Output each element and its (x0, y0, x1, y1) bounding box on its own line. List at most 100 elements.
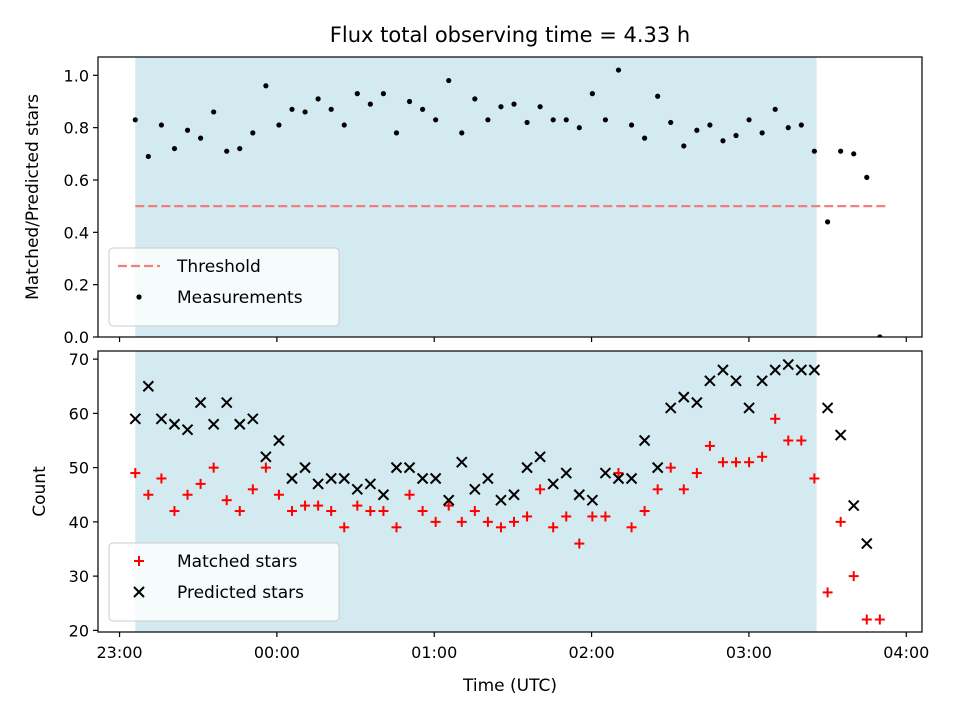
count-point-1-55 (848, 499, 860, 512)
count-point-1-25 (456, 456, 468, 468)
count-point-0-25 (456, 516, 467, 527)
ratio-point-0-40 (655, 93, 661, 99)
ratio-point-0-25 (459, 130, 465, 136)
count-point-1-35-b (586, 494, 599, 506)
count-point-1-18-b (364, 478, 377, 490)
count-point-1-31 (534, 451, 546, 463)
count-point-1-16-b (338, 472, 350, 485)
count-point-0-9 (247, 484, 258, 495)
ratio-point-0-38 (628, 122, 635, 128)
count-point-1-49-b (769, 364, 781, 376)
count-point-1-21 (403, 461, 416, 474)
count-point-1-27-b (482, 472, 494, 485)
ratio-point-0-43 (694, 127, 700, 133)
count-point-0-56 (861, 614, 872, 625)
count-point-1-22 (416, 472, 429, 485)
count-point-1-55-b (848, 499, 860, 512)
count-point-0-30 (522, 511, 533, 522)
count-point-1-7 (220, 396, 233, 409)
count-point-1-53 (821, 402, 834, 414)
count-y-tick-label-4: 60 (69, 404, 89, 423)
count-point-1-30-b (521, 461, 533, 474)
ratio-point-0-17 (354, 91, 360, 97)
count-point-0-51 (796, 435, 807, 446)
ratio-point-0-2 (158, 122, 165, 128)
ratio-point-0-16 (341, 122, 347, 128)
count-point-0-17 (352, 500, 363, 511)
ratio-y-axis-label: Matched/Predicted stars (23, 94, 43, 300)
count-point-0-40 (652, 484, 663, 495)
count-point-1-1 (142, 380, 155, 392)
count-point-1-5-b (194, 396, 207, 409)
count-point-0-8 (234, 506, 245, 517)
ratio-point-0-18 (367, 101, 373, 107)
count-point-0-28 (495, 522, 506, 533)
count-point-1-15 (325, 472, 337, 485)
ratio-point-0-34 (576, 125, 582, 131)
count-point-0-26 (469, 506, 480, 517)
count-point-1-48 (756, 375, 768, 387)
count-point-1-6 (207, 418, 220, 430)
ratio-point-0-4 (184, 127, 191, 133)
count-point-1-37-b (612, 472, 625, 485)
count-point-1-47 (743, 402, 755, 414)
count-point-1-48-b (756, 375, 768, 387)
ratio-point-0-49 (772, 106, 778, 112)
ratio-point-0-44 (707, 122, 713, 128)
ratio-point-0-36 (602, 117, 609, 123)
ratio-point-0-27 (485, 117, 491, 123)
count-point-1-44-b (704, 375, 716, 387)
count-point-1-8-b (234, 418, 246, 430)
count-point-1-8 (234, 418, 246, 430)
ratio-y-tick-label-5: 1.0 (64, 66, 89, 85)
count-point-1-46-b (730, 375, 742, 387)
count-legend-label-1: Predicted stars (177, 583, 304, 603)
count-point-1-19 (377, 489, 390, 501)
count-point-1-54 (834, 429, 847, 441)
ratio-point-0-13 (302, 109, 308, 115)
count-point-0-27 (482, 516, 493, 527)
count-point-0-6 (208, 462, 219, 473)
count-point-0-54 (835, 516, 846, 527)
ratio-point-0-52 (811, 148, 817, 154)
ratio-point-0-0 (132, 117, 138, 123)
count-point-1-5 (194, 396, 207, 409)
count-point-1-41 (665, 402, 677, 414)
count-point-0-31 (535, 484, 546, 495)
count-point-1-13 (299, 461, 311, 474)
count-point-1-42-b (678, 391, 690, 403)
count-point-0-21 (404, 489, 415, 500)
count-point-0-16 (339, 522, 350, 533)
count-point-1-27 (482, 472, 494, 485)
count-point-0-36 (600, 511, 611, 522)
count-point-0-44 (704, 440, 715, 451)
count-point-1-6-b (207, 418, 220, 430)
ratio-point-0-56 (864, 174, 870, 180)
ratio-point-0-15 (328, 106, 334, 112)
x-tick-label-1: 00:00 (254, 643, 300, 662)
count-point-1-20 (390, 461, 403, 474)
count-point-0-50 (783, 435, 794, 446)
count-point-1-43 (691, 396, 703, 409)
count-point-1-4-b (181, 423, 194, 436)
count-point-1-0-b (129, 413, 141, 425)
count-point-1-17-b (351, 483, 364, 496)
count-point-1-36-b (599, 467, 612, 479)
x-tick-label-4: 03:00 (726, 643, 772, 662)
count-point-0-14 (313, 500, 324, 511)
count-point-1-41-b (665, 402, 677, 414)
count-point-1-9 (247, 413, 259, 425)
count-y-tick-label-1: 30 (69, 567, 89, 586)
x-tick-label-3: 02:00 (569, 643, 615, 662)
count-legend-swatch-1 (133, 586, 145, 598)
count-point-0-43 (691, 468, 702, 479)
count-point-1-32 (547, 478, 559, 490)
ratio-point-0-37 (615, 67, 622, 73)
count-point-1-28 (495, 494, 507, 506)
count-point-1-38-b (625, 472, 638, 485)
count-point-1-19-b (377, 489, 390, 501)
count-point-0-2 (156, 473, 167, 484)
ratio-point-0-46 (733, 132, 739, 139)
count-point-1-52-b (808, 364, 821, 376)
